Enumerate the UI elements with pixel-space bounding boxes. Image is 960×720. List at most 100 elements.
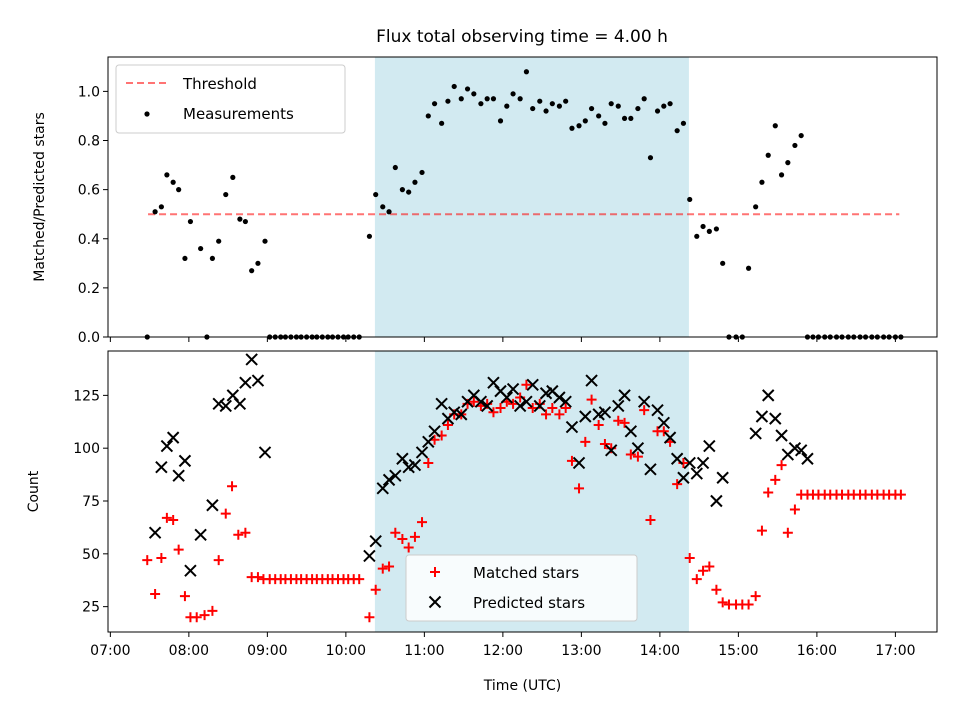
predicted-star-point bbox=[415, 446, 429, 459]
matched-star-point bbox=[593, 419, 604, 430]
predicted-star-point bbox=[762, 389, 775, 402]
x-tick-label: 13:00 bbox=[561, 643, 601, 659]
measurement-point bbox=[543, 108, 549, 114]
measurement-point bbox=[471, 91, 477, 97]
predicted-star-point bbox=[408, 458, 422, 472]
predicted-star-point bbox=[690, 467, 703, 480]
predicted-star-point bbox=[233, 397, 247, 411]
measurement-point bbox=[582, 118, 588, 124]
predicted-star-point bbox=[258, 446, 272, 459]
matched-star-point bbox=[789, 504, 800, 515]
axes-frame bbox=[107, 350, 938, 633]
matched-star-point bbox=[495, 403, 506, 414]
predicted-star-point bbox=[631, 441, 645, 455]
measurement-point bbox=[687, 196, 693, 203]
matched-star-point bbox=[220, 508, 231, 519]
measurement-point bbox=[198, 245, 204, 252]
measurement-point bbox=[490, 96, 497, 102]
matched-star-point bbox=[384, 561, 395, 572]
y-tick-label: 1.0 bbox=[78, 84, 100, 100]
matched-star-point bbox=[179, 591, 190, 602]
predicted-star-point bbox=[506, 382, 520, 396]
measurement-point bbox=[661, 103, 667, 109]
x-axis-label: Time (UTC) bbox=[483, 678, 561, 694]
measurement-point bbox=[237, 216, 243, 222]
measurement-point bbox=[621, 115, 628, 122]
x-tick-label: 15:00 bbox=[718, 643, 758, 659]
matched-star-point bbox=[895, 489, 906, 500]
predicted-star-point bbox=[651, 403, 664, 417]
measurement-point bbox=[537, 98, 543, 104]
y-tick-label: 0.0 bbox=[78, 330, 100, 346]
predicted-star-point bbox=[219, 399, 232, 413]
measurement-point bbox=[445, 98, 451, 104]
predicted-star-point bbox=[553, 391, 566, 404]
predicted-star-point bbox=[696, 456, 710, 470]
matched-star-point bbox=[227, 481, 238, 492]
matched-star-point bbox=[750, 591, 761, 602]
x-tick-label: 10:00 bbox=[326, 643, 366, 659]
matched-star-point bbox=[488, 407, 499, 418]
measurement-point bbox=[674, 128, 680, 134]
measurement-point bbox=[654, 108, 661, 114]
y-tick-label: 50 bbox=[82, 547, 100, 563]
predicted-star-point bbox=[794, 444, 808, 457]
predicted-star-point bbox=[455, 408, 468, 421]
legend-label: Threshold bbox=[182, 75, 257, 93]
legend: Matched stars Predicted stars bbox=[405, 554, 638, 622]
matched-star-point bbox=[560, 403, 571, 414]
measurement-point bbox=[425, 113, 431, 119]
measurement-point bbox=[596, 113, 602, 119]
predicted-star-point bbox=[775, 429, 788, 442]
predicted-star-point bbox=[428, 425, 441, 438]
measurement-point bbox=[255, 260, 261, 266]
matched-star-point bbox=[442, 419, 453, 430]
predicted-star-point bbox=[520, 395, 533, 408]
predicted-star-point bbox=[749, 427, 762, 440]
predicted-star-point bbox=[376, 482, 389, 495]
measurement-point bbox=[523, 69, 530, 75]
predicted-star-point bbox=[585, 374, 598, 387]
measurement-point bbox=[608, 101, 614, 107]
matched-star-point bbox=[142, 555, 153, 566]
predicted-star-point bbox=[670, 452, 684, 465]
legend: Threshold Measurements bbox=[115, 64, 346, 134]
legend-label: Matched stars bbox=[473, 564, 579, 582]
matched-star-point bbox=[364, 612, 375, 623]
matched-star-point bbox=[403, 542, 414, 553]
measurement-point bbox=[504, 103, 510, 109]
predicted-star-point bbox=[148, 526, 162, 539]
y-tick-label: 0.2 bbox=[78, 281, 100, 297]
measurement-point bbox=[497, 118, 504, 124]
measurement-point bbox=[792, 142, 798, 149]
predicted-star-point bbox=[703, 439, 716, 453]
matched-star-point bbox=[168, 515, 179, 526]
measurement-point bbox=[249, 268, 255, 274]
measurement-point bbox=[464, 86, 471, 92]
legend-box bbox=[405, 554, 638, 622]
measurement-point bbox=[399, 187, 405, 193]
matched-star-point bbox=[599, 438, 610, 449]
measurement-point bbox=[223, 191, 229, 198]
predicted-star-point bbox=[363, 549, 376, 563]
predicted-star-point bbox=[644, 463, 657, 476]
predicted-star-point bbox=[572, 456, 586, 470]
matched-star-point bbox=[756, 525, 767, 536]
measurement-point bbox=[588, 105, 595, 112]
matched-star-point bbox=[409, 531, 420, 542]
measurement-point bbox=[242, 218, 248, 225]
matched-star-point bbox=[645, 515, 656, 526]
predicted-star-point bbox=[251, 374, 265, 387]
predicted-star-point bbox=[178, 454, 192, 468]
measurement-point bbox=[720, 260, 726, 266]
predicted-star-point bbox=[389, 469, 402, 482]
y-tick-label: 0.4 bbox=[78, 232, 100, 248]
measurement-point bbox=[484, 96, 490, 102]
measurement-point bbox=[209, 255, 216, 262]
measurement-point bbox=[647, 155, 654, 161]
measurement-point bbox=[164, 172, 170, 178]
predicted-star-point bbox=[637, 395, 651, 408]
matched-star-point bbox=[625, 449, 636, 460]
measurement-point bbox=[458, 96, 464, 102]
predicted-star-point bbox=[447, 406, 461, 419]
